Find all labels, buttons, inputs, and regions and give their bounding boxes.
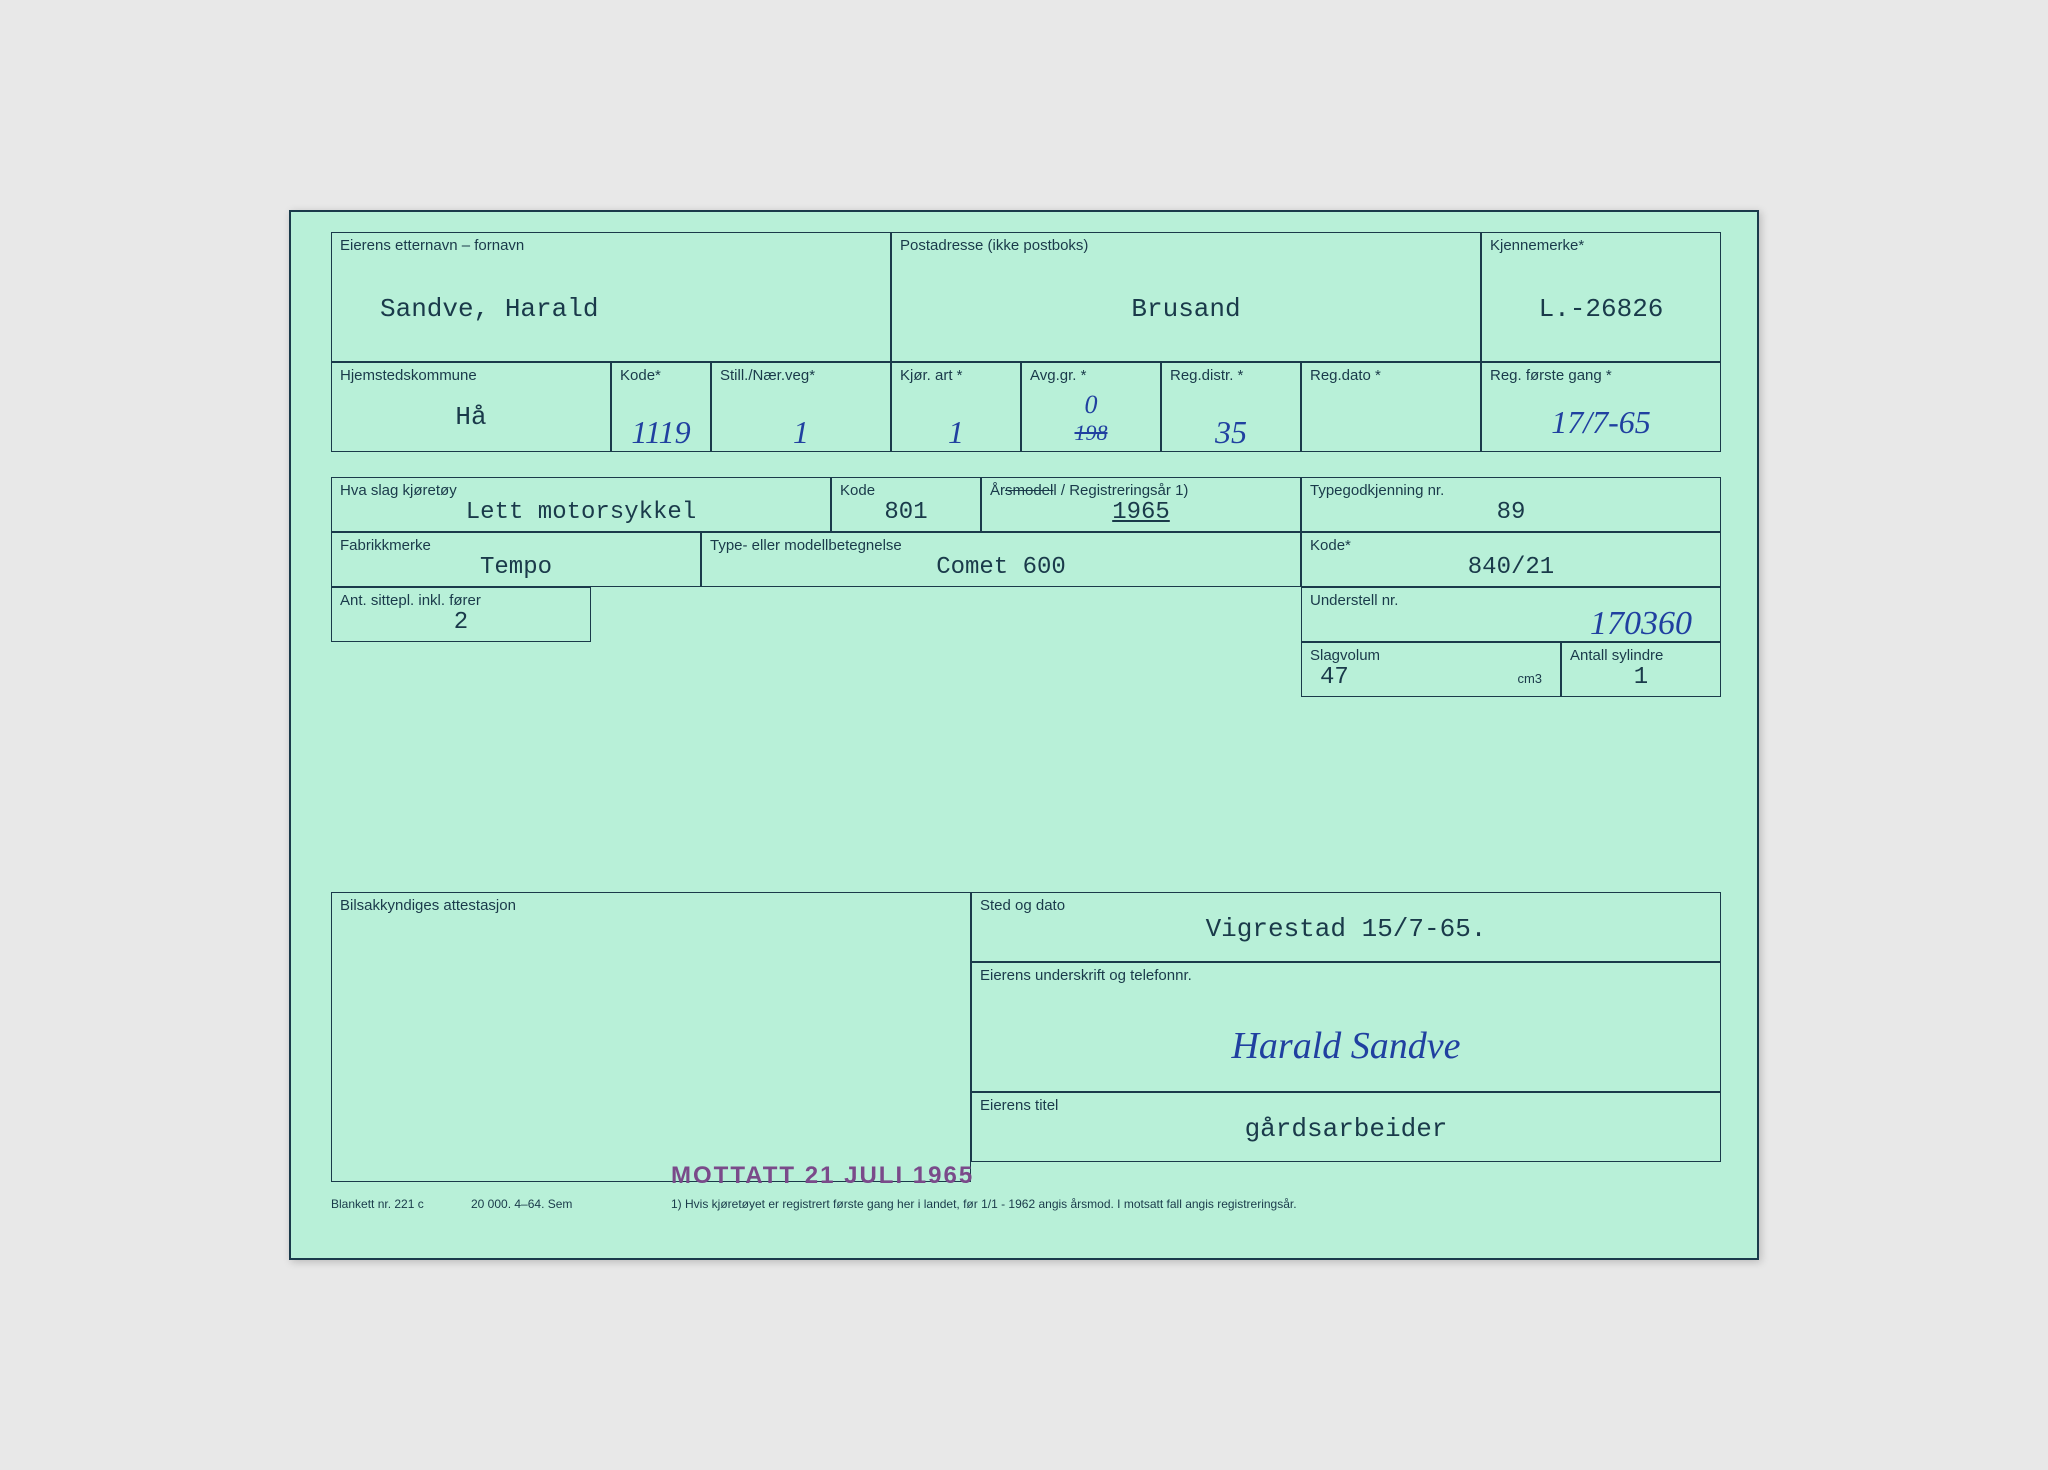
make-cell: Fabrikkmerke Tempo [331, 532, 701, 587]
address-cell: Postadresse (ikke postboks) Brusand [891, 232, 1481, 362]
owner-sign-label: Eierens underskrift og telefonnr. [980, 967, 1712, 984]
reg-dato-label: Reg.dato * [1310, 367, 1472, 384]
address-label: Postadresse (ikke postboks) [900, 237, 1472, 254]
model-value: Comet 600 [710, 554, 1292, 581]
reg-distr-value: 35 [1170, 414, 1292, 451]
cylinders-value: 1 [1570, 664, 1712, 691]
received-stamp: MOTTATT 21 JULI 1965 [671, 1162, 974, 1190]
avg-gr-top: 0 [1085, 390, 1098, 419]
kode3-label: Kode [840, 482, 972, 499]
vehicle-type-value: Lett motorsykkel [340, 499, 822, 526]
owner-name-value: Sandve, Harald [340, 294, 882, 324]
place-date-cell: Sted og dato Vigrestad 15/7-65. [971, 892, 1721, 962]
cylinders-cell: Antall sylindre 1 [1561, 642, 1721, 697]
hjemsted-cell: Hjemstedskommune Hå [331, 362, 611, 452]
owner-title-value: gårdsarbeider [980, 1114, 1712, 1144]
kjor-art-label: Kjør. art * [900, 367, 1012, 384]
make-value: Tempo [340, 554, 692, 581]
footnote-text: 1) Hvis kjøretøyet er registrert første … [671, 1197, 1571, 1211]
kode4-value: 840/21 [1310, 554, 1712, 581]
reg-first-label: Reg. første gang * [1490, 367, 1712, 384]
model-cell: Type- eller modellbetegnelse Comet 600 [701, 532, 1301, 587]
chassis-value: 170360 [1310, 605, 1712, 643]
plate-cell: Kjennemerke* L.-26826 [1481, 232, 1721, 362]
year-model-label: Årsmodell / Registreringsår 1) [990, 482, 1292, 499]
year-model-value: 1965 [990, 499, 1292, 526]
place-date-value: Vigrestad 15/7-65. [980, 914, 1712, 944]
kode-cell: Kode* 1119 [611, 362, 711, 452]
inspector-label: Bilsakkyndiges attestasjon [340, 897, 962, 914]
kode-value: 1119 [620, 414, 702, 451]
blankett-nr: Blankett nr. 221 c [331, 1197, 424, 1211]
owner-name-label: Eierens etternavn – fornavn [340, 237, 882, 254]
address-value: Brusand [900, 294, 1472, 324]
seats-cell: Ant. sittepl. inkl. fører 2 [331, 587, 591, 642]
reg-dato-cell: Reg.dato * [1301, 362, 1481, 452]
owner-name-cell: Eierens etternavn – fornavn Sandve, Hara… [331, 232, 891, 362]
kode-label: Kode* [620, 367, 702, 384]
hjemsted-value: Hå [340, 402, 602, 432]
displacement-label: Slagvolum [1310, 647, 1552, 664]
make-label: Fabrikkmerke [340, 537, 692, 554]
avg-gr-cell: Avg.gr. * 0 198 [1021, 362, 1161, 452]
hjemsted-label: Hjemstedskommune [340, 367, 602, 384]
registration-card: Eierens etternavn – fornavn Sandve, Hara… [289, 210, 1759, 1260]
reg-first-cell: Reg. første gang * 17/7-65 [1481, 362, 1721, 452]
print-run: 20 000. 4–64. Sem [471, 1197, 572, 1211]
avg-gr-label: Avg.gr. * [1030, 367, 1152, 384]
year-model-cell: Årsmodell / Registreringsår 1) 1965 [981, 477, 1301, 532]
model-label: Type- eller modellbetegnelse [710, 537, 1292, 554]
still-cell: Still./Nær.veg* 1 [711, 362, 891, 452]
still-label: Still./Nær.veg* [720, 367, 882, 384]
chassis-cell: Understell nr. 170360 [1301, 587, 1721, 642]
plate-value: L.-26826 [1490, 294, 1712, 324]
owner-title-cell: Eierens titel gårdsarbeider [971, 1092, 1721, 1162]
seats-value: 2 [340, 609, 582, 636]
type-approval-cell: Typegodkjenning nr. 89 [1301, 477, 1721, 532]
type-approval-value: 89 [1310, 499, 1712, 526]
kode4-cell: Kode* 840/21 [1301, 532, 1721, 587]
avg-gr-struck: 198 [1075, 420, 1108, 445]
cylinders-label: Antall sylindre [1570, 647, 1712, 664]
still-value: 1 [720, 414, 882, 451]
owner-title-label: Eierens titel [980, 1097, 1712, 1114]
kjor-art-value: 1 [900, 414, 1012, 451]
type-approval-label: Typegodkjenning nr. [1310, 482, 1712, 499]
displacement-cell: Slagvolum 47 cm3 [1301, 642, 1561, 697]
kode3-cell: Kode 801 [831, 477, 981, 532]
kode3-value: 801 [840, 499, 972, 526]
seats-label: Ant. sittepl. inkl. fører [340, 592, 582, 609]
displacement-value: 47 [1320, 664, 1349, 691]
kode4-label: Kode* [1310, 537, 1712, 554]
vehicle-type-label: Hva slag kjøretøy [340, 482, 822, 499]
inspector-cell: Bilsakkyndiges attestasjon [331, 892, 971, 1182]
owner-sign-value: Harald Sandve [980, 1024, 1712, 1068]
reg-first-value: 17/7-65 [1490, 404, 1712, 441]
plate-label: Kjennemerke* [1490, 237, 1712, 254]
reg-distr-cell: Reg.distr. * 35 [1161, 362, 1301, 452]
place-date-label: Sted og dato [980, 897, 1712, 914]
displacement-unit: cm3 [1517, 671, 1542, 686]
kjor-art-cell: Kjør. art * 1 [891, 362, 1021, 452]
vehicle-type-cell: Hva slag kjøretøy Lett motorsykkel [331, 477, 831, 532]
owner-sign-cell: Eierens underskrift og telefonnr. Harald… [971, 962, 1721, 1092]
reg-distr-label: Reg.distr. * [1170, 367, 1292, 384]
